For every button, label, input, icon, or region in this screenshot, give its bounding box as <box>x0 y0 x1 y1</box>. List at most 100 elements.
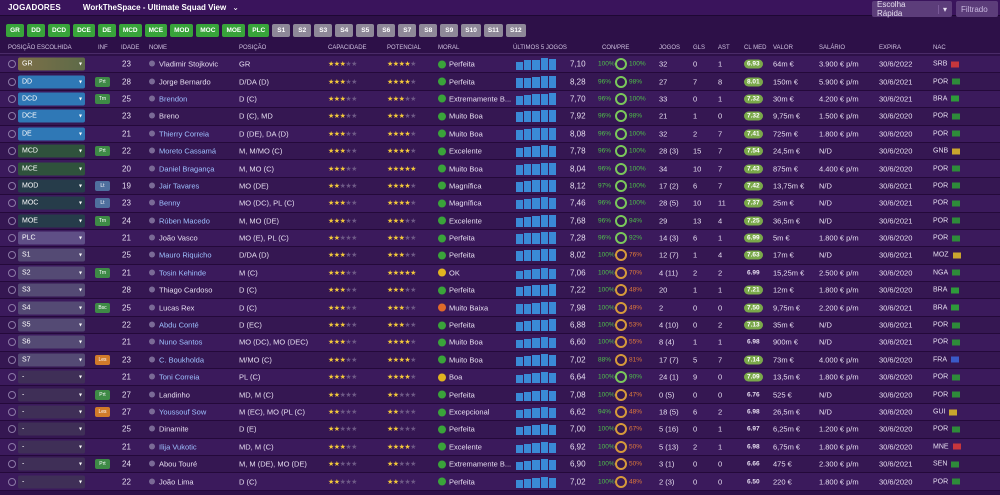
player-name[interactable]: Ilija Vukotic <box>149 442 197 451</box>
player-name[interactable]: Rúben Macedo <box>149 216 210 225</box>
table-row[interactable]: - ▾ 21 Toni Correia PL (C) ★★★★★ ★★★★★ Boa 6,64 1… <box>0 369 1000 387</box>
player-name[interactable]: Vladimir Stojkovic <box>149 60 218 69</box>
table-row[interactable]: GR ▾ 23 Vladimir Stojkovic GR ★★★★★ ★★★★★ Perfe… <box>0 56 1000 74</box>
position-select[interactable]: - ▾ <box>18 440 85 454</box>
table-row[interactable]: - ▾ 21 Ilija Vukotic MD, M (C) ★★★★★ ★★★★★ Exce… <box>0 438 1000 456</box>
position-select[interactable]: DD ▾ <box>18 75 85 89</box>
player-name[interactable]: Tosin Kehinde <box>149 268 206 277</box>
chip-dce[interactable]: DCE <box>73 24 95 37</box>
position-select[interactable]: DE ▾ <box>18 127 85 141</box>
position-select[interactable]: - ▾ <box>18 475 85 489</box>
chip-s10[interactable]: S10 <box>461 24 481 37</box>
player-name[interactable]: Abou Touré <box>149 460 197 469</box>
chip-moe[interactable]: MOE <box>222 24 246 37</box>
position-select[interactable]: DCE ▾ <box>18 109 85 123</box>
position-select[interactable]: - ▾ <box>18 405 85 419</box>
info-icon[interactable] <box>149 165 155 172</box>
player-name[interactable]: Brendon <box>149 94 187 103</box>
col-moral[interactable]: MORAL <box>438 45 460 51</box>
player-name[interactable]: João Vasco <box>149 234 198 243</box>
select-radio[interactable] <box>8 338 16 347</box>
chip-plc[interactable]: PLC <box>248 24 270 37</box>
col-rating[interactable]: CL MED <box>744 45 767 51</box>
player-name[interactable]: Thierry Correia <box>149 129 209 138</box>
table-row[interactable]: - ▾ Les 27 Youssouf Sow M (EC), MO (PL (C) ★★★… <box>0 403 1000 422</box>
table-row[interactable]: S4 ▾ Bsc 25 Lucas Rex D (C) ★★★★★ ★★★★★ Muito Ba… <box>0 299 1000 317</box>
select-radio[interactable] <box>8 286 16 295</box>
col-value[interactable]: VALOR <box>773 45 793 51</box>
player-name[interactable]: Abdu Conté <box>149 321 199 330</box>
info-icon[interactable] <box>149 373 155 380</box>
info-icon[interactable] <box>149 408 155 415</box>
position-select[interactable]: PLC ▾ <box>18 231 85 245</box>
col-potential[interactable]: POTENCIAL <box>387 45 422 51</box>
table-row[interactable]: - ▾ Prt 27 Landinho MD, M (C) ★★★★★ ★★★★★ Perfei… <box>0 386 1000 404</box>
position-select[interactable]: MOC ▾ <box>18 196 85 210</box>
position-select[interactable]: - ▾ <box>18 388 85 402</box>
select-radio[interactable] <box>8 251 16 260</box>
table-row[interactable]: DCE ▾ 23 Breno D (C), MD ★★★★★ ★★★★★ Muito Boa 7… <box>0 108 1000 126</box>
player-name[interactable]: Toni Correia <box>149 373 199 382</box>
position-select[interactable]: S6 ▾ <box>18 335 85 349</box>
table-row[interactable]: S6 ▾ 21 Nuno Santos MO (DC), MO (DEC) ★★★★★ ★★… <box>0 334 1000 352</box>
select-radio[interactable] <box>8 199 16 208</box>
chip-s7[interactable]: S7 <box>398 24 417 37</box>
position-select[interactable]: MCD ▾ <box>18 144 85 158</box>
select-radio[interactable] <box>8 216 16 225</box>
player-name[interactable]: Moreto Cassamá <box>149 147 216 156</box>
info-icon[interactable] <box>149 95 155 102</box>
select-radio[interactable] <box>8 373 16 382</box>
table-row[interactable]: MCD ▾ Prt 22 Moreto Cassamá M, M/MO (C) ★★★★★ ★… <box>0 142 1000 161</box>
chip-s3[interactable]: S3 <box>314 24 333 37</box>
select-radio[interactable] <box>8 164 16 173</box>
select-radio[interactable] <box>8 234 16 243</box>
chip-gr[interactable]: GR <box>6 24 24 37</box>
select-radio[interactable] <box>8 460 16 469</box>
position-select[interactable]: - ▾ <box>18 457 85 471</box>
position-select[interactable]: - ▾ <box>18 370 85 384</box>
info-icon[interactable] <box>149 217 155 224</box>
player-name[interactable]: Youssouf Sow <box>149 408 206 417</box>
info-icon[interactable] <box>149 338 155 345</box>
player-name[interactable]: Thiago Cardoso <box>149 286 212 295</box>
col-last5[interactable]: ÚLTIMOS 5 JOGOS <box>513 45 567 51</box>
table-row[interactable]: S3 ▾ 28 Thiago Cardoso D (C) ★★★★★ ★★★★★ Perfei… <box>0 282 1000 300</box>
info-icon[interactable] <box>149 147 155 154</box>
select-radio[interactable] <box>8 303 16 312</box>
info-icon[interactable] <box>149 60 155 67</box>
player-name[interactable]: Daniel Bragança <box>149 164 214 173</box>
col-capacity[interactable]: CAPACIDADE <box>328 45 367 51</box>
select-radio[interactable] <box>8 60 16 69</box>
table-row[interactable]: DCD ▾ Trn 25 Brendon D (C) ★★★★★ ★★★★★ Extremame… <box>0 90 1000 109</box>
info-icon[interactable] <box>149 478 155 485</box>
info-icon[interactable] <box>149 251 155 258</box>
chip-mce[interactable]: MCE <box>144 24 168 37</box>
col-nat[interactable]: NAC <box>933 45 946 51</box>
position-select[interactable]: S3 ▾ <box>18 283 85 297</box>
info-icon[interactable] <box>149 112 155 119</box>
info-icon[interactable] <box>149 391 155 398</box>
select-radio[interactable] <box>8 181 16 190</box>
chip-de[interactable]: DE <box>97 24 116 37</box>
info-icon[interactable] <box>149 321 155 328</box>
select-radio[interactable] <box>8 355 16 364</box>
col-cond[interactable]: CON/PRE <box>602 45 630 51</box>
select-radio[interactable] <box>8 477 16 486</box>
info-icon[interactable] <box>149 130 155 137</box>
select-radio[interactable] <box>8 77 16 86</box>
col-expires[interactable]: EXPIRA <box>879 45 902 51</box>
position-select[interactable]: S2 ▾ <box>18 266 85 280</box>
info-icon[interactable] <box>149 443 155 450</box>
info-icon[interactable] <box>149 356 155 363</box>
quick-select-button[interactable]: Escolha Rápida ▾ <box>872 0 952 18</box>
col-salary[interactable]: SALÁRIO <box>819 45 846 51</box>
chip-s11[interactable]: S11 <box>483 24 504 37</box>
chevron-down-icon[interactable]: ⌄ <box>232 3 239 12</box>
info-icon[interactable] <box>149 182 155 189</box>
position-select[interactable]: S4 ▾ <box>18 301 85 315</box>
info-icon[interactable] <box>149 425 155 432</box>
chip-s12[interactable]: S12 <box>506 24 526 37</box>
col-goals[interactable]: GLS <box>693 45 706 51</box>
chip-mod[interactable]: MOD <box>170 24 194 37</box>
select-radio[interactable] <box>8 147 16 156</box>
